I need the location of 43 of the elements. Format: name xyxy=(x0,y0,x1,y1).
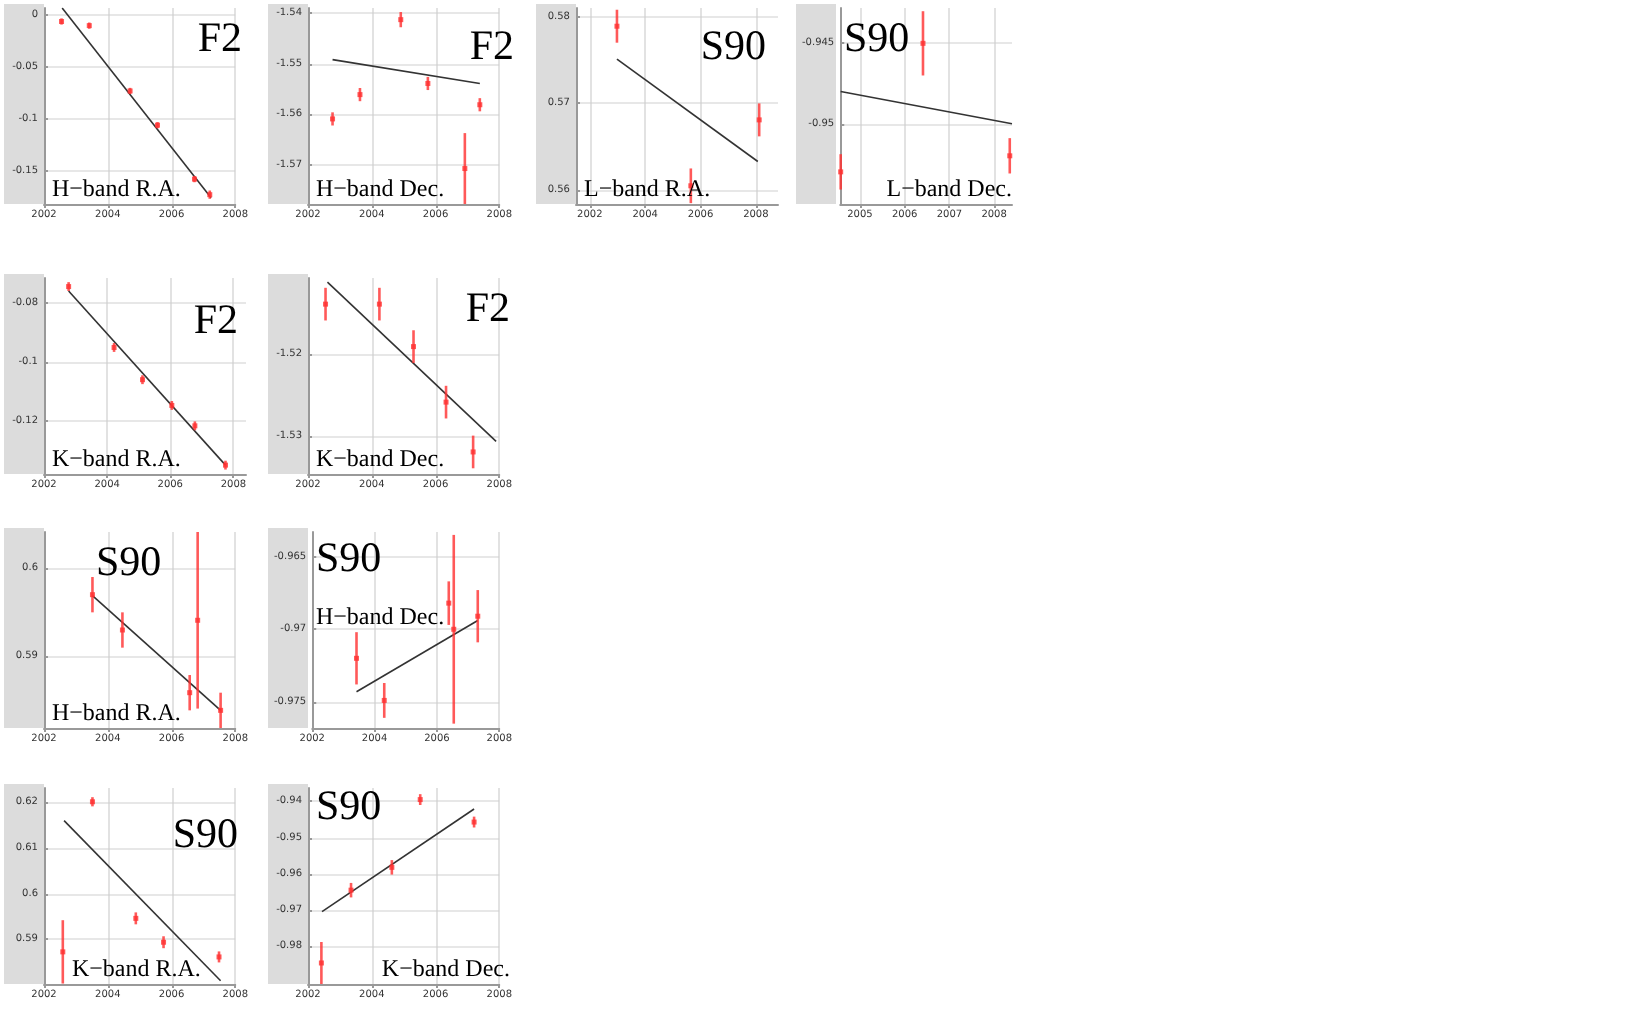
text: H−band Dec. xyxy=(316,602,445,630)
text: S90 xyxy=(172,809,239,857)
point xyxy=(218,707,224,713)
text: K−band R.A. xyxy=(52,444,181,472)
chart-title: F2 xyxy=(469,21,515,69)
point xyxy=(1007,153,1013,159)
text: K−band Dec. xyxy=(316,444,445,472)
point xyxy=(89,592,95,598)
point xyxy=(614,23,620,29)
point xyxy=(446,600,452,606)
chart-title: S90 xyxy=(700,21,767,69)
point xyxy=(443,399,449,405)
point xyxy=(376,301,382,307)
text: H−band R.A. xyxy=(52,698,181,726)
text: K−band R.A. xyxy=(72,954,201,982)
text: H−band Dec. xyxy=(316,174,445,202)
point xyxy=(323,301,329,307)
point xyxy=(389,864,395,870)
point xyxy=(187,690,193,696)
point xyxy=(920,40,926,46)
chart-title: S90 xyxy=(316,533,382,581)
chart-title: S90 xyxy=(844,13,910,61)
point xyxy=(756,117,762,123)
point xyxy=(318,960,324,966)
text: H−band R.A. xyxy=(52,174,181,202)
point xyxy=(462,166,468,172)
point xyxy=(411,344,417,350)
chart-title: S90 xyxy=(316,781,382,829)
text: K−band Dec. xyxy=(381,954,510,982)
point xyxy=(348,887,354,893)
point xyxy=(425,80,431,86)
point xyxy=(451,626,457,632)
point xyxy=(119,627,125,633)
point xyxy=(381,697,387,703)
chart-title: F2 xyxy=(465,283,511,331)
point xyxy=(475,613,481,619)
text: L−band Dec. xyxy=(886,174,1013,202)
point xyxy=(195,617,201,623)
chart-title: S90 xyxy=(96,537,162,585)
chart-title: F2 xyxy=(193,295,239,343)
point xyxy=(60,949,66,955)
chart-title: F2 xyxy=(197,13,243,61)
point xyxy=(470,449,476,455)
